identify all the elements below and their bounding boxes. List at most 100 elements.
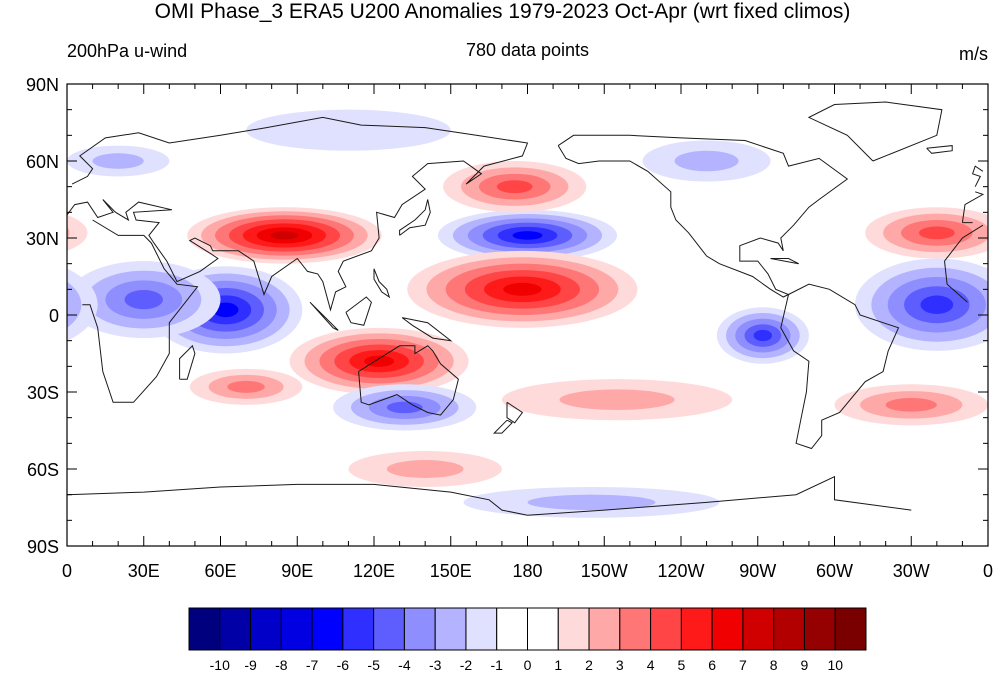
anomaly-contour-europe-north (92, 153, 144, 169)
colorbar-label: 0 (524, 657, 532, 673)
lat-tick-label: 90S (27, 537, 59, 557)
colorbar-box (311, 607, 344, 651)
coastline-segment (399, 199, 431, 236)
plot-title: OMI Phase_3 ERA5 U200 Anomalies 1979-202… (154, 0, 851, 23)
colorbar-box (834, 607, 867, 651)
coastline-segment (67, 116, 985, 312)
colorbar-box (373, 607, 405, 651)
anomaly-contour-n-pacific-north (496, 180, 533, 194)
colorbar-label: -7 (306, 657, 319, 673)
colorbar-label: -5 (367, 657, 380, 673)
coastlines (67, 101, 985, 516)
lat-tick-label: 0 (49, 306, 59, 326)
anomaly-contour-tropical-atlantic-easterly (920, 295, 954, 314)
colorbar-box (188, 607, 221, 651)
colorbar-label: 6 (708, 657, 716, 673)
colorbar-box (773, 607, 805, 651)
coastline-segment (67, 475, 912, 516)
anomaly-contour-south-indian-ocean (227, 380, 265, 393)
anomaly-contour-south-atlantic (885, 397, 937, 412)
lon-tick-label: 60E (204, 561, 236, 581)
colorbar-box (434, 607, 467, 651)
anomaly-contour-australia-south (386, 401, 423, 414)
colorbar-box (496, 607, 528, 651)
coastline-segment (557, 134, 849, 298)
coastline-segment (358, 345, 459, 416)
coastline-segment (971, 165, 984, 187)
anomaly-contour-north-america-north (674, 150, 739, 172)
anomaly-contour-southern-ocean (386, 460, 464, 478)
anomaly-contour-n-pacific-westerly-deficit (512, 231, 543, 240)
anomaly-contour-tropical-atlantic-easterly (67, 281, 82, 328)
colorbar-box (711, 607, 744, 651)
map-ticks: 0 30E 60E 90E 120E 150E 180 150W 120W 90W 60W 30W 09… (26, 75, 993, 581)
lon-tick-label: 120W (657, 561, 704, 581)
anomaly-contour-antarctic-coast (527, 494, 656, 511)
colorbar-label: -3 (429, 657, 442, 673)
colorbar-label: 3 (616, 657, 624, 673)
colorbar-label: 7 (739, 657, 747, 673)
colorbar: -10 -9 -8 -7 -6 -5 -4 -3 -2 -1 0 1 2 3 4 5 6 7 8 9 10 (188, 607, 867, 673)
colorbar-box (219, 607, 252, 651)
colorbar-box (557, 607, 590, 651)
anomaly-contour-south-america-west (753, 329, 773, 342)
coastline-segment (492, 419, 513, 434)
anomaly-contour-tropical-pacific-westerly (503, 282, 542, 296)
colorbar-box (803, 607, 836, 651)
anomaly-contour-europe-north (988, 146, 1005, 177)
coastline-segment (345, 296, 372, 326)
lat-tick-label: 60S (27, 460, 59, 480)
lon-tick-label: 120E (353, 561, 395, 581)
coastline-segment (506, 401, 524, 424)
anomaly-contour-south-atlantic (0, 398, 16, 412)
anomaly-contour-east-africa-west-io (124, 289, 163, 310)
colorbar-label: -4 (398, 657, 411, 673)
lon-tick-label: 0 (62, 561, 72, 581)
colorbar-label: 8 (770, 657, 778, 673)
colorbar-box (280, 607, 313, 651)
anomaly-contour-arctic-eurasia (246, 109, 451, 151)
colorbar-label: -10 (210, 657, 230, 673)
lon-tick-label: 30W (893, 561, 930, 581)
lat-tick-label: 90N (26, 75, 59, 95)
colorbar-box (342, 607, 375, 651)
coastline-segment (373, 268, 391, 299)
anomaly-contour-north-atlantic-jet (67, 214, 88, 251)
colorbar-box (527, 607, 559, 651)
colorbar-label: 10 (827, 657, 843, 673)
anomaly-contour-n-africa-india-jet (270, 231, 299, 240)
colorbar-label: -6 (337, 657, 350, 673)
colorbar-label: -2 (460, 657, 473, 673)
colorbar-label: -9 (244, 657, 257, 673)
anomaly-contour-tropical-atlantic-easterly (0, 286, 49, 323)
anomaly-contour-north-atlantic-jet (67, 227, 70, 239)
anomaly-contour-east-africa-west-io (988, 261, 1005, 338)
colorbar-box (403, 607, 436, 651)
colorbar-label: 9 (801, 657, 809, 673)
lon-tick-label: 90W (739, 561, 776, 581)
colorbar-box (619, 607, 652, 651)
coastline-segment (82, 219, 984, 403)
colorbar-label: 2 (585, 657, 593, 673)
right-string: m/s (959, 44, 988, 64)
colorbar-box (650, 607, 682, 651)
lat-tick-label: 60N (26, 152, 59, 172)
lon-tick-label: 60W (816, 561, 853, 581)
colorbar-label: -1 (491, 657, 504, 673)
colorbar-box (465, 607, 498, 651)
anomaly-contour-tropical-atlantic-easterly (0, 295, 32, 313)
center-string: 780 data points (465, 40, 590, 60)
colorbar-label: -8 (275, 657, 288, 673)
colorbar-box (250, 607, 282, 651)
lon-tick-label: 0 (983, 561, 993, 581)
coastline-segment (179, 344, 196, 380)
anomaly-contour-maritime-continent-south (364, 355, 395, 367)
coastline-segment (807, 101, 943, 162)
lon-tick-label: 90E (281, 561, 313, 581)
colorbar-label: 4 (647, 657, 655, 673)
coastline-segment (780, 283, 900, 450)
lat-tick-label: 30S (27, 383, 59, 403)
lon-tick-label: 150W (581, 561, 628, 581)
anomaly-contour-north-atlantic-jet (918, 226, 955, 240)
